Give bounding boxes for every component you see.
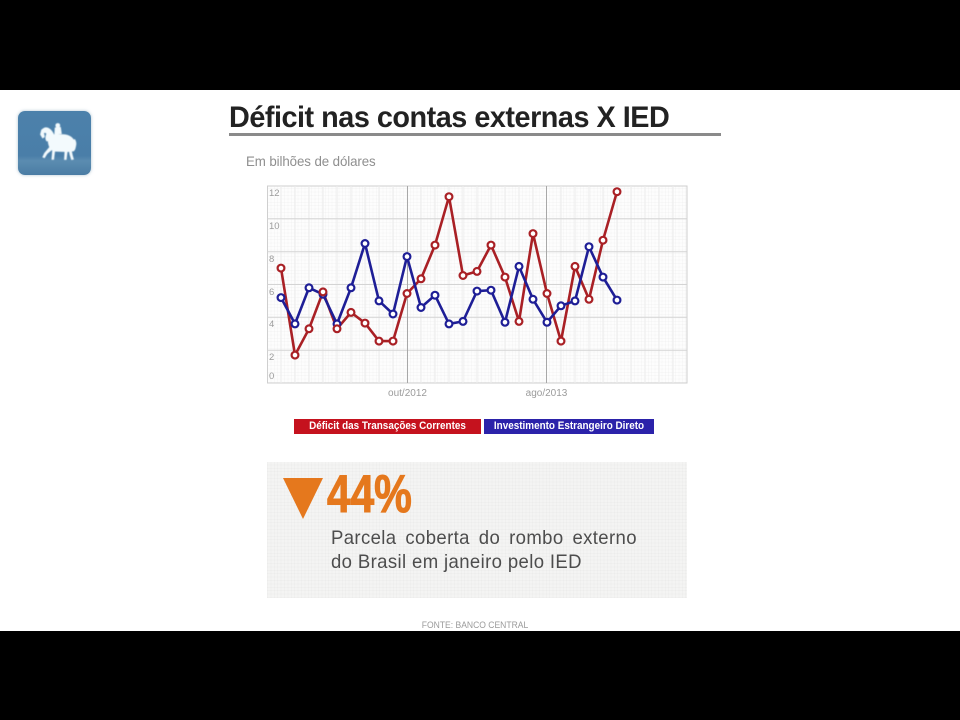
- svg-text:ago/2013: ago/2013: [526, 388, 568, 399]
- svg-text:4: 4: [269, 319, 274, 330]
- svg-text:12: 12: [269, 188, 280, 199]
- svg-text:2: 2: [269, 352, 274, 363]
- svg-text:0: 0: [269, 371, 274, 382]
- svg-text:8: 8: [269, 254, 274, 265]
- svg-text:6: 6: [269, 287, 274, 298]
- svg-text:10: 10: [269, 221, 280, 232]
- svg-text:out/2012: out/2012: [388, 388, 427, 399]
